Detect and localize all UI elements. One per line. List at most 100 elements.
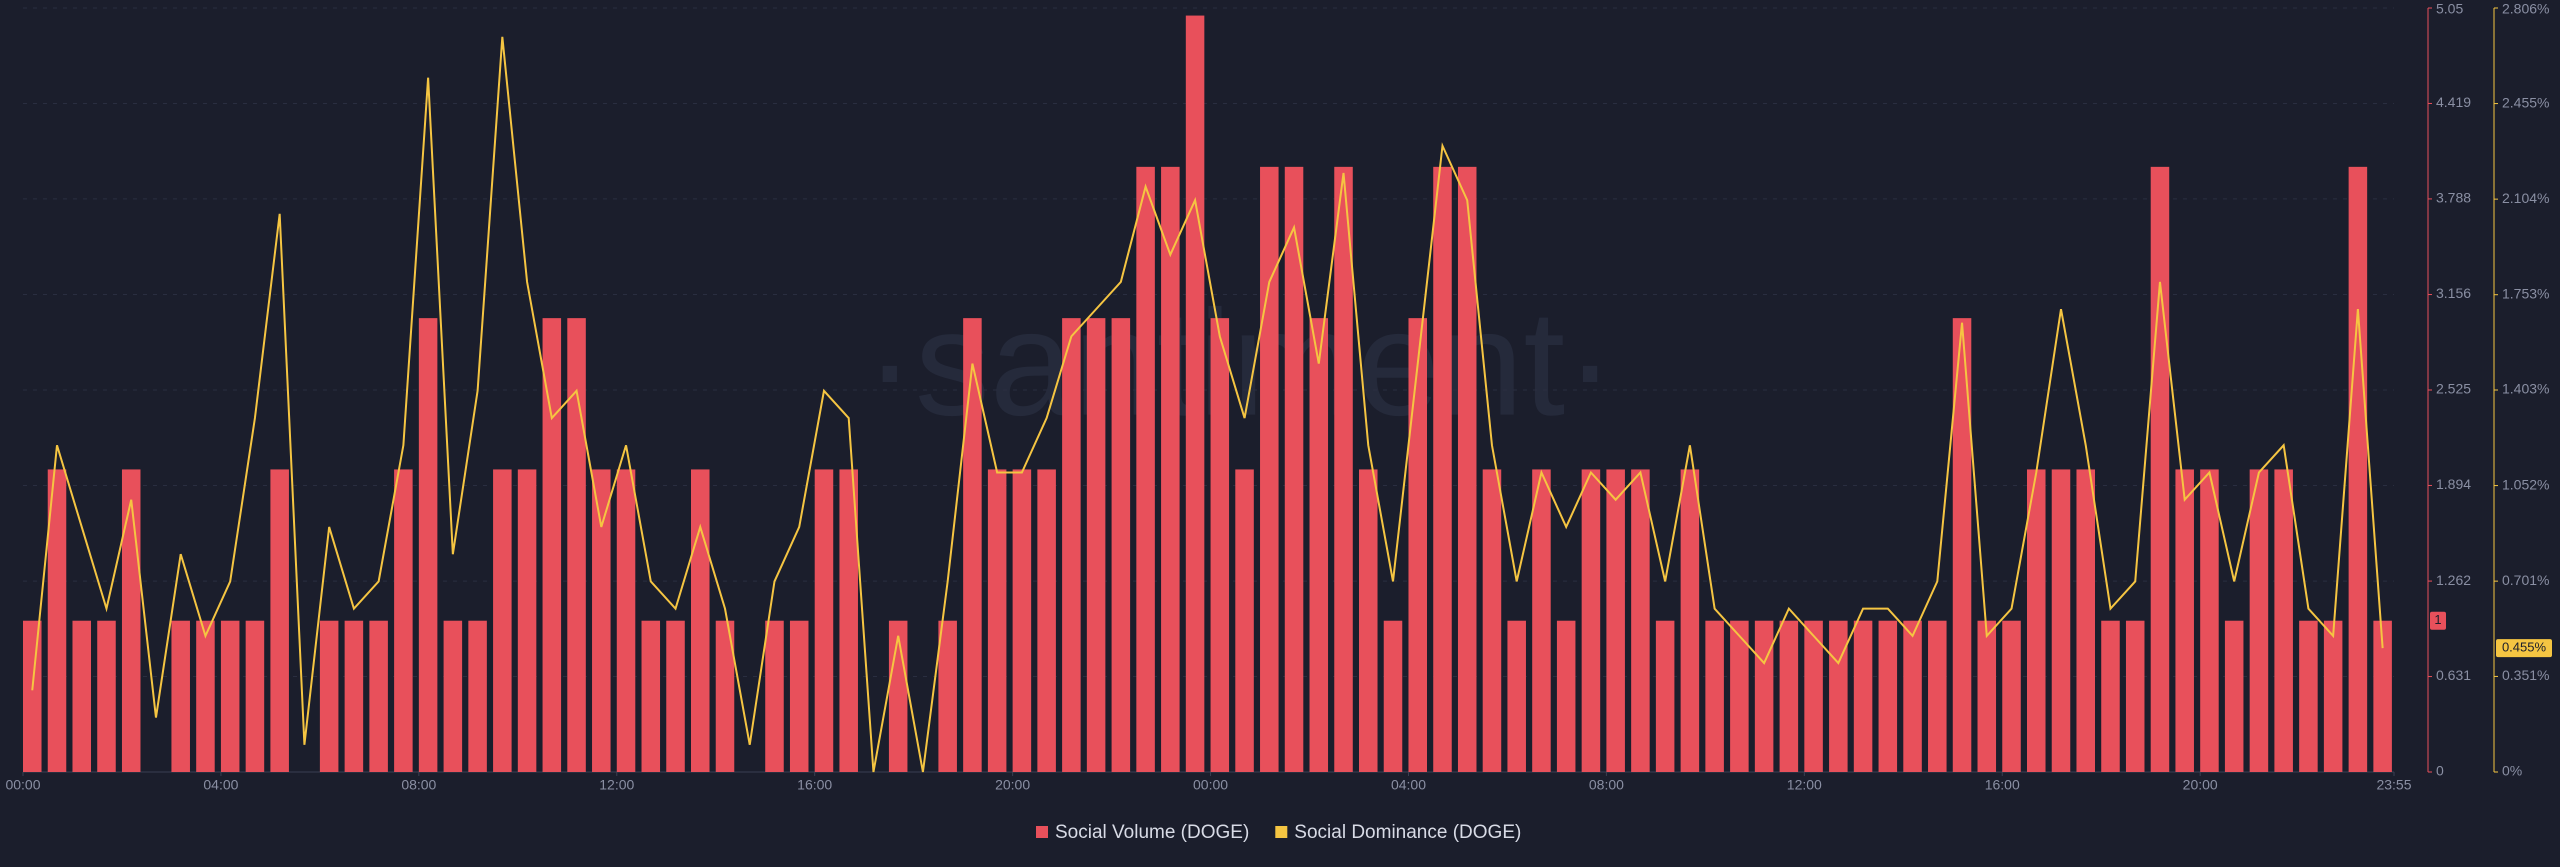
current-value-label: 0.455% — [2502, 640, 2547, 655]
volume-bar — [2026, 469, 2046, 772]
volume-bar — [888, 620, 908, 772]
y2-tick-label: 1.753% — [2502, 285, 2549, 301]
y-tick-label: 5.05 — [2436, 1, 2463, 17]
volume-bar — [963, 318, 982, 772]
volume-bar — [616, 469, 636, 772]
volume-bar — [1111, 318, 1131, 772]
volume-bar — [1829, 620, 1848, 772]
volume-bar — [1161, 166, 1180, 772]
current-value-box — [2430, 611, 2446, 630]
dominance-line — [31, 36, 2384, 773]
volume-bar — [1284, 166, 1304, 772]
y2-tick-label: 1.403% — [2502, 381, 2549, 397]
y2-tick-label: 2.806% — [2502, 1, 2549, 17]
legend: Social Volume (DOGE) Social Dominance (DO… — [1036, 822, 1521, 843]
volume-bar — [2299, 620, 2318, 772]
volume-bar — [765, 620, 784, 772]
legend-swatch — [1036, 826, 1048, 838]
volume-bar — [1606, 469, 1625, 772]
volume-bar — [2373, 620, 2392, 772]
volume-bar — [1581, 469, 1601, 772]
volume-bar — [369, 620, 388, 772]
volume-bar — [1358, 469, 1378, 772]
volume-bar — [2348, 166, 2368, 772]
volume-bar — [245, 620, 265, 772]
volume-bar — [2249, 469, 2269, 772]
volume-bar — [1012, 469, 1032, 772]
volume-bar — [2274, 469, 2293, 772]
volume-bar — [1878, 620, 1898, 772]
volume-bar — [666, 620, 685, 772]
y-tick-label: 0.631 — [2436, 667, 2471, 683]
legend-label: Social Dominance (DOGE) — [1294, 822, 1521, 843]
volume-bar — [839, 469, 858, 772]
volume-bar — [196, 620, 215, 772]
volume-bar — [1532, 469, 1551, 772]
volume-bar — [1705, 620, 1724, 772]
volume-bar — [1655, 620, 1675, 772]
volume-bar — [2051, 469, 2071, 772]
volume-bar — [1977, 620, 1997, 772]
volume-bar — [2323, 620, 2343, 772]
volume-bar — [1457, 166, 1477, 772]
volume-bar — [715, 620, 735, 772]
x-tick-label: 16:00 — [1985, 777, 2020, 793]
volume-bar — [2125, 620, 2145, 772]
y2-tick-label: 0.351% — [2502, 667, 2549, 683]
volume-bar — [1680, 469, 1700, 772]
volume-bar — [1210, 318, 1230, 772]
volume-bar — [1754, 620, 1774, 772]
volume-bar — [987, 469, 1007, 772]
volume-bar — [1903, 620, 1922, 772]
volume-bar — [542, 318, 562, 772]
volume-bar — [690, 469, 710, 772]
x-tick-label: 04:00 — [203, 777, 238, 793]
volume-bar — [1136, 166, 1155, 772]
volume-bar — [1334, 166, 1353, 772]
x-tick-label: 12:00 — [599, 777, 634, 793]
volume-bar — [814, 469, 834, 772]
volume-bar — [171, 620, 190, 772]
x-tick-label: 00:00 — [5, 777, 40, 793]
volume-bar — [1556, 620, 1576, 772]
volume-bar — [1952, 318, 1972, 772]
volume-bar — [1482, 469, 1502, 772]
volume-bar — [47, 469, 67, 772]
volume-bar — [2224, 620, 2244, 772]
volume-bar — [2002, 620, 2021, 772]
y2-tick-label: 2.455% — [2502, 94, 2549, 110]
volume-bar — [1037, 469, 1056, 772]
volume-bar — [1260, 166, 1279, 772]
volume-bar — [1853, 620, 1873, 772]
volume-bar — [1185, 15, 1205, 773]
volume-bar — [1433, 166, 1452, 772]
x-tick-label: 04:00 — [1391, 777, 1426, 793]
y-tick-label: 3.788 — [2436, 190, 2471, 206]
volume-bar — [97, 620, 116, 772]
x-tick-label: 16:00 — [797, 777, 832, 793]
volume-bar — [394, 469, 413, 772]
y-tick-label: 1.894 — [2436, 476, 2471, 492]
volume-bar — [592, 469, 611, 772]
y-tick-label: 3.156 — [2436, 285, 2471, 301]
volume-bar — [72, 620, 92, 772]
current-value-box — [2496, 639, 2552, 658]
x-tick-label: 08:00 — [1589, 777, 1624, 793]
volume-bar — [443, 620, 463, 772]
y-tick-label: 1.262 — [2436, 572, 2471, 588]
volume-bar — [2175, 469, 2194, 772]
y2-tick-label: 0.701% — [2502, 572, 2549, 588]
volume-bar — [1804, 620, 1823, 772]
volume-bar — [1062, 318, 1081, 772]
volume-bar — [121, 469, 141, 772]
volume-bar — [468, 620, 487, 772]
volume-bar — [938, 620, 957, 772]
volume-bar — [2076, 469, 2096, 772]
x-tick-label: 20:00 — [995, 777, 1030, 793]
x-tick-label: 23:55 — [2376, 777, 2411, 793]
y2-tick-label: 0% — [2502, 763, 2522, 779]
volume-bar — [2101, 620, 2120, 772]
volume-bar — [344, 620, 364, 772]
volume-bar — [641, 620, 661, 772]
